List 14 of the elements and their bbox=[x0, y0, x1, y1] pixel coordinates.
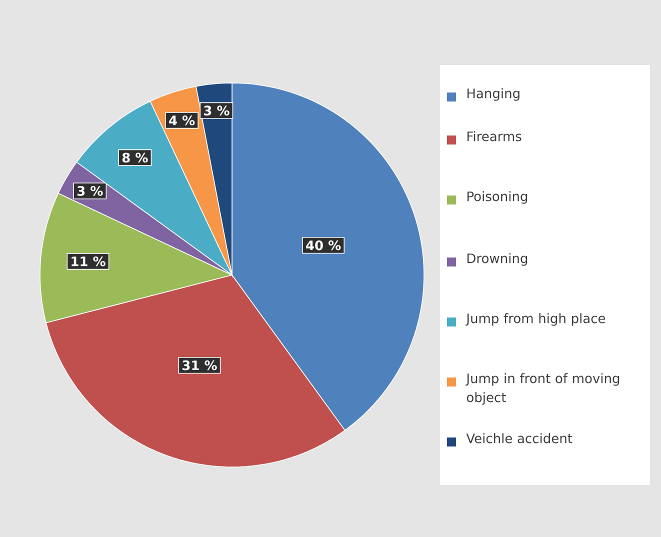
legend-label: Firearms bbox=[467, 131, 522, 142]
legend-label: Veichle accident bbox=[466, 433, 572, 444]
data-label: 31 % bbox=[182, 360, 217, 370]
legend-label: Drowning bbox=[467, 253, 528, 266]
data-label: 40 % bbox=[306, 240, 341, 250]
data-label: 4 % bbox=[169, 115, 195, 126]
data-label: 11 % bbox=[72, 256, 106, 266]
legend-label: Jump from high place bbox=[466, 313, 606, 326]
legend-label: Poisoning bbox=[467, 191, 528, 204]
legend-label: Jump in front of moving object bbox=[466, 373, 620, 405]
legend-label: Hanging bbox=[467, 88, 520, 101]
data-label: 3 % bbox=[204, 106, 230, 116]
data-label: 8 % bbox=[122, 152, 148, 163]
data-label: 3 % bbox=[77, 186, 103, 196]
